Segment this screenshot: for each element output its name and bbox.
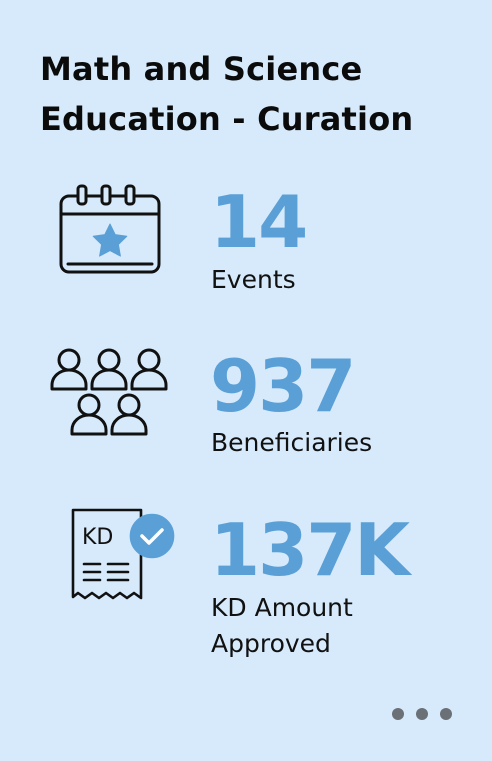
pager-dot-3 bbox=[440, 708, 452, 720]
card-title: Math and Science Education - Curation bbox=[40, 44, 460, 144]
more-dots-icon[interactable] bbox=[392, 708, 452, 720]
stat-label-beneficiaries: Beneficiaries bbox=[211, 428, 373, 457]
pager-dot-2 bbox=[416, 708, 428, 720]
card-title-line-1: Math and Science bbox=[40, 50, 363, 88]
stat-label-kd-amount: KD Amount Approved bbox=[211, 590, 353, 662]
pager-dot-1 bbox=[392, 708, 404, 720]
stat-value-events: 14 bbox=[210, 180, 308, 264]
stat-label-kd-line-2: Approved bbox=[211, 629, 331, 658]
receipt-check-icon: KD bbox=[70, 508, 176, 608]
stat-value-kd-amount: 137K bbox=[210, 508, 410, 592]
stat-label-events: Events bbox=[211, 265, 296, 294]
stat-label-kd-line-1: KD Amount bbox=[211, 593, 353, 622]
calendar-star-icon bbox=[58, 184, 162, 280]
stat-value-beneficiaries: 937 bbox=[210, 344, 356, 428]
receipt-kd-text: KD bbox=[82, 525, 113, 550]
people-group-icon bbox=[48, 346, 172, 442]
card-title-line-2: Education - Curation bbox=[40, 100, 414, 138]
